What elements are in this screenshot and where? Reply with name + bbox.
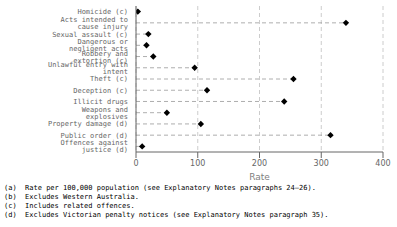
svg-text:0: 0 xyxy=(133,159,138,168)
svg-text:Unlawful entry withintent: Unlawful entry withintent xyxy=(48,61,128,76)
svg-text:Weapons andexplosives: Weapons andexplosives xyxy=(82,106,128,121)
svg-text:Deception (c): Deception (c) xyxy=(73,87,128,95)
svg-text:200: 200 xyxy=(252,159,267,168)
svg-text:Theft (c): Theft (c) xyxy=(90,75,128,83)
svg-text:300: 300 xyxy=(314,159,329,168)
svg-text:100: 100 xyxy=(190,159,205,168)
svg-text:Property damage (d): Property damage (d) xyxy=(48,120,128,128)
svg-text:400: 400 xyxy=(375,159,389,168)
svg-text:Rate: Rate xyxy=(249,172,270,180)
svg-text:Offences againstjustice (d): Offences againstjustice (d) xyxy=(61,139,128,154)
svg-text:Acts intended tocause injury: Acts intended tocause injury xyxy=(61,16,128,31)
